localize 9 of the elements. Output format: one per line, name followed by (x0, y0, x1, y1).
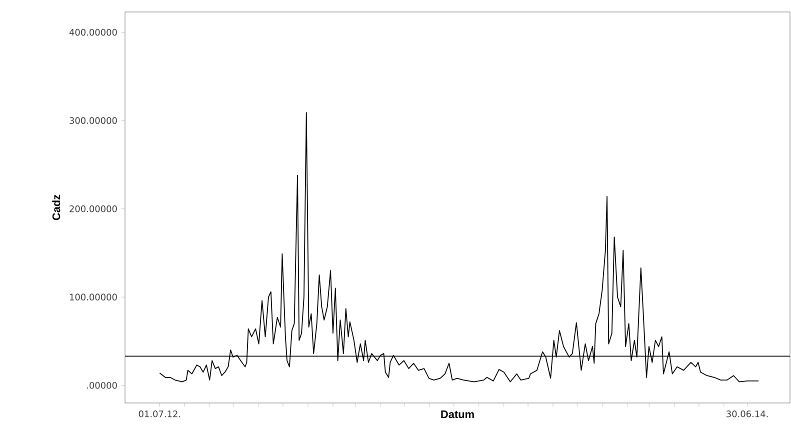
y-axis-title: Cadz (52, 194, 60, 220)
x-tick-label: 01.07.12. (138, 410, 180, 418)
x-tick-label: 30.06.14. (726, 410, 768, 418)
y-tick-label: 100.00000 (70, 294, 117, 300)
y-tick-label: 200.00000 (70, 205, 117, 212)
y-tick-label: .00000 (87, 382, 117, 389)
y-tick-label: 400.00000 (69, 28, 117, 36)
x-axis-title: Datum (441, 410, 474, 418)
y-tick-label: 300.00000 (70, 117, 117, 124)
